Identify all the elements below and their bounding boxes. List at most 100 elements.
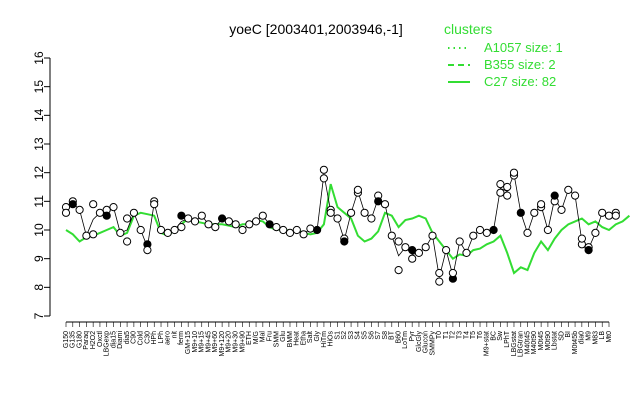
x-tick-label: ETH <box>246 331 253 345</box>
x-tick-label: dia15 <box>110 331 117 348</box>
x-tick-label: LB <box>599 331 606 340</box>
data-point <box>564 185 573 194</box>
x-tick-label: HiOs <box>328 331 335 347</box>
data-point <box>177 223 186 232</box>
data-point <box>482 228 491 237</box>
x-tick-label: M40t90 <box>531 331 538 354</box>
x-tick-label: aero <box>165 331 172 345</box>
data-point <box>455 237 464 246</box>
x-tick-label: nit <box>171 331 178 338</box>
legend-entry-label: C27 size: 82 <box>484 74 556 89</box>
data-point <box>340 237 349 246</box>
mean-profile-line <box>65 172 616 278</box>
x-tick-label: M9+90 <box>239 331 246 353</box>
data-point <box>530 208 539 217</box>
x-tick-label: BC <box>490 331 497 341</box>
x-tick-label: M0t45b <box>572 331 579 354</box>
data-point <box>414 248 423 257</box>
x-tick-label: M83 <box>592 331 599 345</box>
y-tick-label: 12 <box>32 166 46 180</box>
x-tick-label: M9+15 <box>199 331 206 353</box>
data-point <box>543 225 553 235</box>
x-tick-label: S6 <box>368 331 375 340</box>
y-tick-label: 9 <box>32 255 46 262</box>
data-point <box>503 191 512 200</box>
data-point <box>68 200 77 209</box>
data-point <box>496 188 505 197</box>
data-point <box>238 225 247 235</box>
x-tick-label: S3 <box>348 331 355 340</box>
data-point <box>258 211 267 220</box>
x-tick-label: dia0 <box>579 331 586 344</box>
data-point <box>577 234 587 243</box>
data-point <box>516 208 525 217</box>
data-point <box>604 211 614 220</box>
x-tick-label: LBGexp <box>104 331 111 356</box>
data-point <box>523 228 532 237</box>
data-point <box>61 208 71 217</box>
x-tick-label: T0 <box>436 331 443 339</box>
data-point <box>211 223 220 232</box>
data-point <box>435 277 444 286</box>
data-point <box>102 211 111 220</box>
data-point <box>319 165 328 174</box>
x-tick-label: Mal <box>260 331 267 343</box>
data-point <box>598 208 607 217</box>
data-point <box>421 243 430 252</box>
data-point <box>156 225 166 235</box>
data-point <box>428 231 437 240</box>
x-tick-label: Mt0 <box>606 331 613 343</box>
x-tick-label: M0t90 <box>545 331 552 351</box>
x-tick-label: Etha <box>300 331 307 346</box>
data-point <box>380 200 390 209</box>
plot-area <box>61 165 631 286</box>
y-tick-label: 14 <box>32 108 46 122</box>
data-point <box>123 237 132 246</box>
data-point <box>509 168 519 177</box>
data-point <box>224 217 233 226</box>
x-tick-label: C90 <box>131 331 138 344</box>
data-point <box>475 225 485 235</box>
x-tick-label: SMMPy <box>429 331 436 356</box>
x-tick-label: ferm <box>178 331 185 345</box>
x-axis: G150 G135 G180 Paraq H2O2 Oxctl LBGexp dia15 Dia… <box>63 321 613 357</box>
x-tick-label: GM+15 <box>185 331 192 354</box>
data-point <box>163 228 172 237</box>
x-tick-label: S8 <box>382 331 389 340</box>
x-tick-label: T5 <box>470 331 477 339</box>
data-point <box>360 208 369 217</box>
data-point <box>89 200 98 209</box>
data-point <box>333 214 342 223</box>
data-point <box>245 220 254 229</box>
x-tick-label: T4 <box>463 331 470 339</box>
data-point <box>116 228 125 237</box>
data-point <box>170 225 179 235</box>
x-tick-label: C30 <box>144 331 151 344</box>
data-point <box>503 182 512 192</box>
x-tick-label: T3 <box>457 331 464 339</box>
data-point <box>95 208 105 217</box>
data-point <box>408 254 417 263</box>
x-tick-label: Gly <box>314 331 321 342</box>
x-tick-label: M0t45 <box>538 331 545 351</box>
x-tick-label: HiTm <box>321 331 328 348</box>
data-point <box>374 197 383 206</box>
x-tick-label: Lbstat <box>552 331 559 350</box>
data-point <box>143 246 152 255</box>
x-tick-label: Salt <box>307 331 314 343</box>
data-point <box>272 223 281 232</box>
x-tick-label: Oxctl <box>97 331 104 347</box>
data-point <box>204 220 213 229</box>
x-tick-label: dia5 <box>124 331 131 344</box>
data-point <box>231 220 240 229</box>
x-tick-label: Pyr <box>409 330 416 341</box>
data-point <box>109 203 118 212</box>
data-point <box>367 214 376 223</box>
x-tick-label: S5 <box>361 331 368 340</box>
x-tick-label: M40t45 <box>524 331 531 354</box>
data-point <box>136 225 145 235</box>
y-tick-label: 8 <box>32 284 46 291</box>
y-tick-label: 10 <box>32 223 46 237</box>
data-point <box>306 224 315 233</box>
data-point <box>442 246 451 255</box>
